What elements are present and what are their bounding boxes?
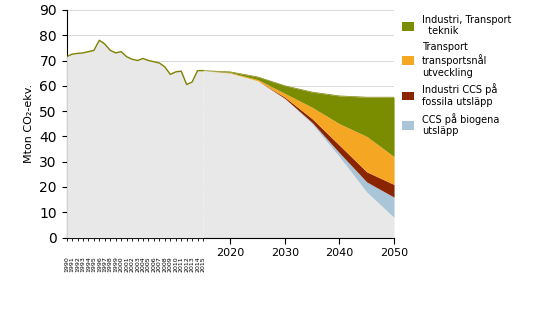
Text: 2001: 2001	[124, 257, 129, 272]
Text: 2010: 2010	[173, 257, 178, 272]
Text: 1994: 1994	[86, 257, 91, 273]
Text: 1992: 1992	[75, 257, 80, 273]
Text: 1998: 1998	[108, 257, 113, 272]
Text: 2005: 2005	[146, 257, 151, 272]
Text: 2007: 2007	[157, 257, 162, 272]
Text: 2012: 2012	[184, 257, 189, 272]
Text: 2003: 2003	[135, 257, 140, 272]
Text: 2000: 2000	[119, 257, 124, 272]
Text: 2004: 2004	[140, 257, 145, 272]
Text: 2015: 2015	[200, 257, 205, 272]
Text: 2013: 2013	[190, 257, 195, 272]
Text: 2006: 2006	[152, 257, 157, 272]
Text: 2011: 2011	[179, 257, 184, 272]
Y-axis label: Mton CO₂-ekv.: Mton CO₂-ekv.	[24, 84, 34, 163]
Text: 1995: 1995	[92, 257, 97, 272]
Text: 2009: 2009	[168, 257, 173, 272]
Text: 1991: 1991	[69, 257, 74, 272]
Legend: Industri, Transport
  teknik, Transport
transportsnål
utveckling, Industri CCS p: Industri, Transport teknik, Transport tr…	[402, 15, 511, 136]
Text: 2008: 2008	[162, 257, 168, 272]
Text: 1990: 1990	[64, 257, 69, 272]
Text: 2002: 2002	[129, 257, 135, 272]
Text: 1993: 1993	[80, 257, 85, 273]
Text: 1996: 1996	[97, 257, 102, 272]
Text: 1997: 1997	[102, 257, 107, 273]
Text: 2014: 2014	[195, 257, 200, 272]
Text: 1999: 1999	[113, 257, 118, 273]
